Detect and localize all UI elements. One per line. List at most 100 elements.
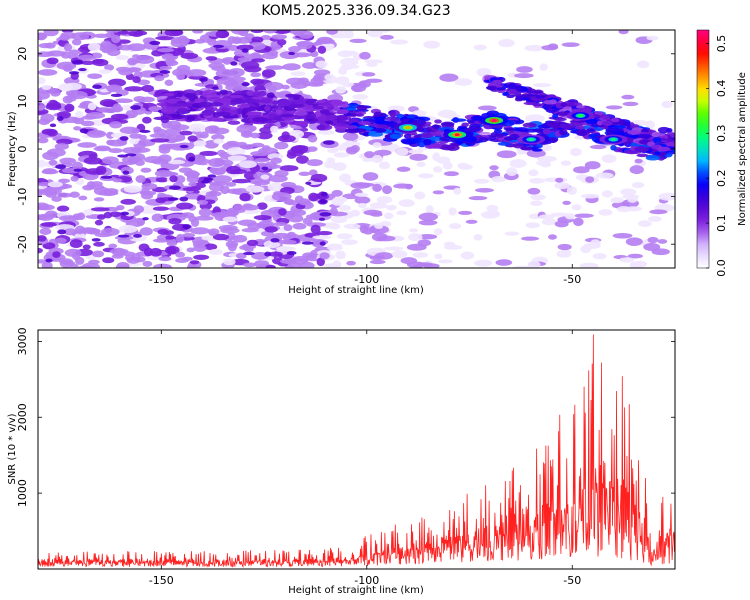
spectrogram-cell xyxy=(227,242,237,252)
spectrogram-cell xyxy=(186,174,200,183)
spectrogram-cell xyxy=(250,142,265,148)
spectrogram-cell xyxy=(290,71,306,77)
spectrogram-cell xyxy=(264,251,272,257)
spectrogram-cell xyxy=(247,222,262,230)
spectrogram-cell xyxy=(318,217,326,221)
spectrogram-cell xyxy=(528,169,539,177)
spectrogram-cell xyxy=(72,116,85,125)
spectrogram-cell xyxy=(54,143,69,150)
spectrogram-cell xyxy=(291,145,309,154)
spectrogram-cell xyxy=(63,228,78,236)
spectrogram-cell xyxy=(38,247,43,254)
spectrogram-cell xyxy=(227,44,240,52)
spectrogram-cell xyxy=(373,119,386,124)
spectrogram-cell xyxy=(198,101,212,108)
spectrogram-cell xyxy=(338,66,348,75)
spectrogram-cell xyxy=(182,233,196,238)
spectrogram-cell xyxy=(252,111,263,116)
spectrogram-cell xyxy=(208,231,218,236)
spectrogram-cell xyxy=(344,30,354,35)
spectrogram-cell xyxy=(56,116,64,121)
spectrogram-cell xyxy=(315,60,328,68)
spectrogram-cell xyxy=(427,143,443,149)
spectrogram-cell xyxy=(273,222,288,227)
spectrogram-cell xyxy=(657,146,670,152)
spectrogram-cell xyxy=(423,138,432,146)
spectrogram-cell xyxy=(172,102,189,107)
spectrogram-cell xyxy=(106,84,123,93)
spectrogram-cell xyxy=(408,228,419,233)
spectrogram-cell xyxy=(389,133,402,140)
spectrogram-cell xyxy=(531,148,543,152)
spectrogram-cell xyxy=(637,220,652,227)
spectrogram-y-axis-title: Frequency (Hz) xyxy=(7,111,18,187)
spectrogram-cell xyxy=(539,63,548,71)
spectrogram-cell xyxy=(152,206,170,211)
spectrogram-cell xyxy=(283,224,293,232)
spectrogram-cell xyxy=(71,32,90,41)
spectrogram-cell xyxy=(192,30,204,34)
spectrogram-cell xyxy=(398,199,415,208)
spectrogram-cell xyxy=(531,90,543,94)
spectrogram-cell xyxy=(129,137,140,145)
spectrogram-cell xyxy=(52,251,61,258)
spectrogram-cell xyxy=(286,251,297,256)
spectrogram-cell xyxy=(358,121,372,126)
spectrogram-cell xyxy=(103,188,119,194)
spectrogram-cell xyxy=(38,159,47,168)
spectrogram-cell xyxy=(111,254,124,259)
spectrogram-cell xyxy=(493,129,503,134)
spectrogram-cell xyxy=(256,131,273,140)
spectrogram-cell xyxy=(324,73,335,81)
spectrogram-cell xyxy=(129,155,142,163)
spectrogram-cell xyxy=(94,219,104,226)
spectrogram-cell xyxy=(259,126,274,134)
spectrogram-cell xyxy=(74,225,85,235)
spectrogram-cell xyxy=(212,212,227,218)
spectrogram-cell xyxy=(243,251,255,256)
spectrogram-x-axis-title: Height of straight line (km) xyxy=(288,285,424,296)
spectrogram-cell xyxy=(601,190,613,198)
spectrogram-cell xyxy=(288,209,307,217)
spectrogram-cell xyxy=(170,39,189,48)
spectrogram-cell xyxy=(222,58,232,65)
spectrogram-cell xyxy=(527,187,541,195)
spectrogram-cell xyxy=(432,190,445,195)
spectrogram-cell xyxy=(87,73,103,79)
spectrogram-cell xyxy=(70,175,79,182)
spectrogram-cell xyxy=(130,147,151,153)
y-tick-label: 1000 xyxy=(16,479,29,507)
spectrogram-x-ticks: -150 -100 -50 xyxy=(149,30,581,286)
spectrogram-cell xyxy=(228,67,245,77)
spectrogram-cell xyxy=(420,132,434,139)
spectrogram-cell xyxy=(90,207,110,212)
spectrogram-cell xyxy=(341,64,360,69)
spectrogram-cell xyxy=(226,140,240,146)
spectrogram-cell xyxy=(494,133,504,138)
spectrogram-cell xyxy=(164,79,174,86)
spectrogram-cell xyxy=(450,118,467,122)
spectrogram-cell xyxy=(38,77,46,85)
spectrogram-cell xyxy=(86,181,96,189)
spectrogram-cell xyxy=(374,222,384,229)
spectrogram-cell xyxy=(41,128,57,135)
spectrogram-cell xyxy=(216,149,226,157)
spectrogram-cell xyxy=(266,92,275,99)
spectrogram-cell xyxy=(124,86,144,92)
spectrogram-cell xyxy=(557,111,570,116)
spectrogram-cell xyxy=(316,230,333,236)
spectrogram-cell xyxy=(396,210,407,216)
spectrogram-cell xyxy=(317,45,327,54)
spectrogram-cell xyxy=(45,258,53,263)
spectrogram-cell xyxy=(118,30,130,35)
spectrogram-cell xyxy=(325,120,333,125)
spectrogram-cell xyxy=(227,232,236,241)
spectrogram-cell xyxy=(250,78,265,85)
colorbar-tick-label: 0.5 xyxy=(715,35,728,53)
spectrogram-cell xyxy=(69,239,83,249)
spectrogram-cell xyxy=(68,49,81,56)
spectrogram-cell xyxy=(93,197,105,202)
spectrogram-cell xyxy=(157,228,169,235)
spectrogram-cell xyxy=(38,235,47,242)
spectrogram-cell xyxy=(232,234,248,243)
